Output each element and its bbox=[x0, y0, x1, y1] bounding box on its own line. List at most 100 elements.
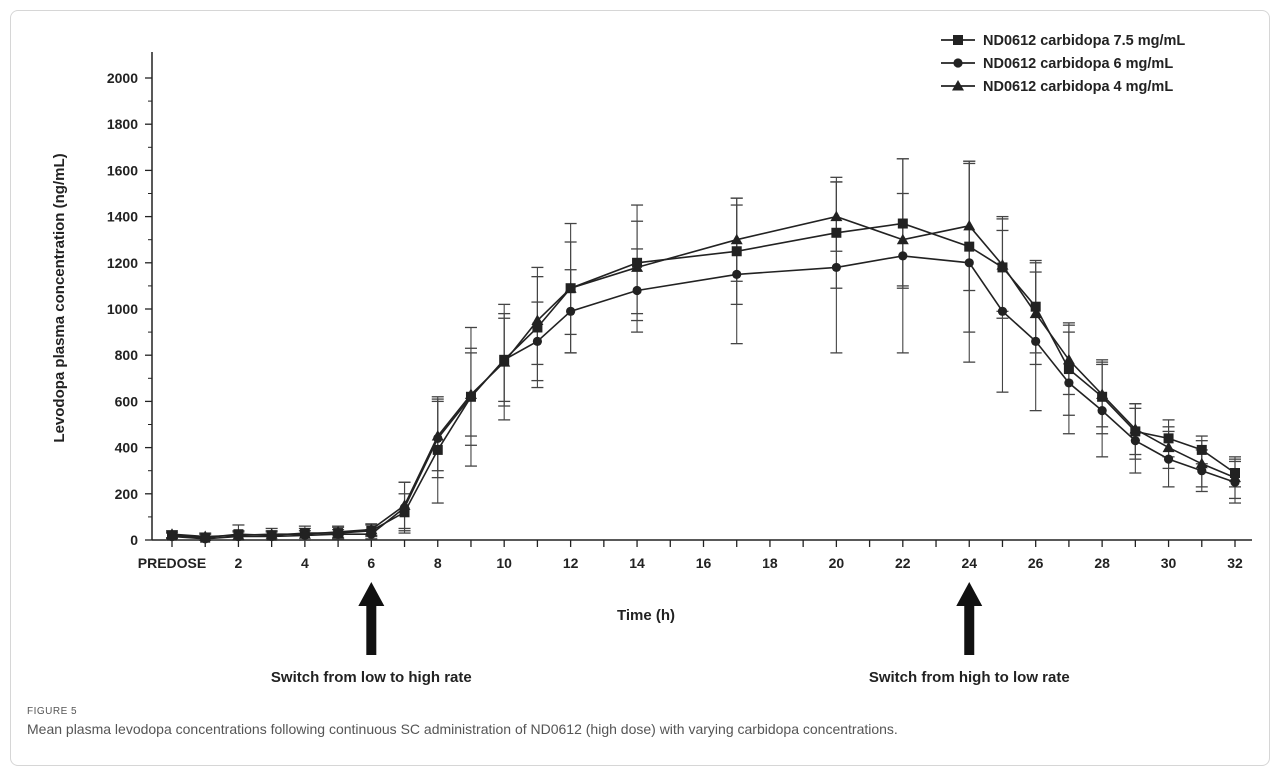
x-tick-label: 12 bbox=[563, 555, 579, 571]
data-point-triangle bbox=[498, 356, 511, 367]
series-line-3 bbox=[171, 215, 1236, 538]
x-tick-label: 10 bbox=[496, 555, 512, 571]
data-point-triangle bbox=[631, 261, 644, 272]
annotation-label: Switch from low to high rate bbox=[271, 669, 472, 686]
data-point-triangle bbox=[730, 233, 743, 245]
data-point-square bbox=[831, 227, 842, 238]
arrow-icon bbox=[358, 582, 385, 655]
data-point-triangle bbox=[199, 530, 212, 542]
y-tick-label: 1000 bbox=[107, 301, 138, 317]
data-point-square bbox=[1163, 433, 1174, 444]
annotation-label: Switch from high to low rate bbox=[869, 669, 1070, 686]
data-point-triangle bbox=[265, 528, 278, 539]
x-tick-label: 28 bbox=[1094, 555, 1110, 571]
data-point-circle bbox=[898, 251, 908, 261]
legend-marker-square bbox=[953, 35, 963, 45]
data-point-triangle bbox=[431, 430, 444, 441]
y-tick-label: 2000 bbox=[107, 70, 138, 86]
x-tick-label: 24 bbox=[961, 555, 977, 571]
x-tick-label: 22 bbox=[895, 555, 911, 571]
data-point-triangle bbox=[298, 528, 311, 539]
data-point-circle bbox=[964, 258, 974, 268]
data-point-square bbox=[1063, 364, 1074, 375]
data-point-triangle bbox=[1195, 457, 1208, 469]
data-point-triangle bbox=[1029, 307, 1042, 319]
data-point-circle bbox=[1197, 466, 1207, 476]
legend-marker-triangle bbox=[952, 80, 964, 91]
legend-marker-circle bbox=[953, 58, 963, 68]
data-point-triangle bbox=[1062, 353, 1075, 365]
data-point-triangle bbox=[1129, 423, 1142, 434]
data-point-triangle bbox=[232, 529, 245, 540]
figure-label: FIGURE 5 bbox=[27, 706, 78, 717]
data-point-triangle bbox=[365, 523, 378, 535]
data-point-triangle bbox=[896, 233, 909, 245]
data-point-triangle bbox=[332, 525, 345, 537]
y-tick-label: 200 bbox=[115, 486, 139, 502]
error-bars bbox=[166, 158, 1241, 541]
y-tick-label: 1200 bbox=[107, 255, 138, 271]
legend: ND0612 carbidopa 7.5 mg/mL ND0612 carbido… bbox=[941, 33, 1185, 95]
data-point-circle bbox=[1031, 336, 1041, 346]
data-point-square bbox=[964, 241, 975, 252]
data-point-circle bbox=[1163, 454, 1174, 464]
data-point-square bbox=[532, 322, 543, 333]
legend-label: ND0612 carbidopa 7.5 mg/mL bbox=[983, 33, 1185, 49]
data-point-triangle bbox=[830, 210, 843, 222]
x-tick-label: 20 bbox=[829, 555, 845, 571]
x-tick-label: 16 bbox=[696, 555, 712, 571]
data-point-circle bbox=[1064, 378, 1074, 388]
series-lines bbox=[171, 215, 1236, 540]
data-point-triangle bbox=[996, 259, 1009, 270]
data-markers bbox=[166, 210, 1241, 544]
x-tick-label: 2 bbox=[235, 555, 243, 571]
series-line-2 bbox=[171, 255, 1236, 540]
y-tick-label: 1400 bbox=[107, 209, 138, 225]
data-point-square bbox=[1196, 444, 1207, 455]
data-point-square bbox=[897, 218, 908, 229]
y-tick-label: 600 bbox=[115, 393, 139, 409]
y-axis-title: Levodopa plasma concentration (ng/mL) bbox=[51, 153, 68, 442]
arrow-icon bbox=[956, 582, 983, 655]
y-tick-label: 800 bbox=[115, 347, 139, 363]
x-tick-label: 8 bbox=[434, 555, 442, 571]
data-point-circle bbox=[632, 285, 642, 296]
data-point-square bbox=[731, 246, 742, 257]
data-point-circle bbox=[532, 336, 543, 346]
data-point-triangle bbox=[464, 388, 477, 399]
data-point-square bbox=[399, 507, 410, 518]
x-tick-label: 4 bbox=[301, 555, 309, 571]
data-point-circle bbox=[831, 262, 841, 273]
data-point-circle bbox=[997, 306, 1008, 316]
data-point-triangle bbox=[1229, 471, 1241, 483]
data-point-circle bbox=[1130, 436, 1140, 446]
annotations: Switch from low to high rate Switch from … bbox=[271, 582, 1070, 686]
x-tick-label: 6 bbox=[367, 555, 375, 571]
data-point-triangle bbox=[1162, 441, 1175, 453]
data-point-triangle bbox=[564, 282, 577, 293]
x-tick-label: 14 bbox=[629, 555, 645, 571]
data-point-square bbox=[1030, 301, 1041, 312]
x-tick-label: 32 bbox=[1227, 555, 1243, 571]
figure-panel bbox=[10, 10, 1270, 766]
y-tick-label: 400 bbox=[115, 440, 139, 456]
data-point-circle bbox=[732, 269, 742, 279]
data-point-triangle bbox=[166, 528, 178, 539]
data-point-triangle bbox=[963, 219, 976, 231]
legend-label: ND0612 carbidopa 4 mg/mL bbox=[983, 79, 1173, 95]
data-point-triangle bbox=[531, 314, 544, 326]
data-point-square bbox=[432, 444, 443, 455]
axes: 0 200 400 600 800 1000 1200 1400 1600 1800 2000 PRE… bbox=[107, 52, 1252, 571]
data-point-triangle bbox=[398, 499, 411, 510]
y-tick-label: 0 bbox=[130, 532, 138, 548]
x-tick-label: 26 bbox=[1028, 555, 1044, 571]
x-tick-label: PREDOSE bbox=[138, 555, 206, 571]
data-point-circle bbox=[566, 306, 576, 316]
figure-caption: Mean plasma levodopa concentrations foll… bbox=[27, 721, 898, 737]
data-point-circle bbox=[1097, 406, 1107, 416]
data-point-triangle bbox=[1096, 388, 1109, 399]
legend-label: ND0612 carbidopa 6 mg/mL bbox=[983, 56, 1173, 72]
y-tick-label: 1800 bbox=[107, 116, 138, 132]
y-tick-label: 1600 bbox=[107, 162, 138, 178]
